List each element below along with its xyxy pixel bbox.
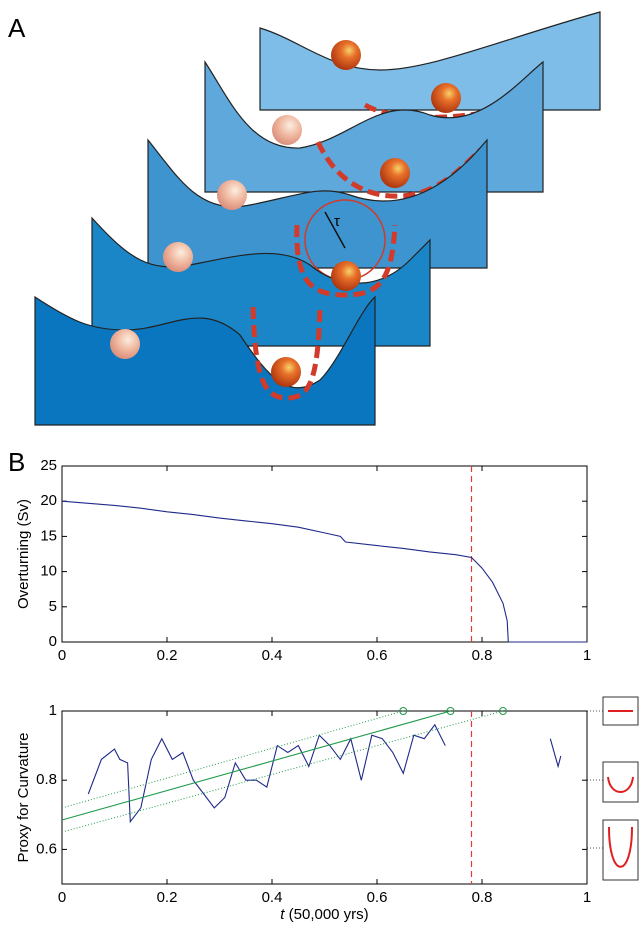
- x-tick-label: 0.2: [157, 647, 178, 664]
- y-axis-label: Proxy for Curvature: [15, 732, 32, 862]
- y-tick-label: 0.6: [36, 840, 57, 857]
- y-tick-label: 15: [40, 527, 57, 544]
- x-tick-label: 0: [58, 647, 66, 664]
- x-axis-unit: (50,000 yrs): [289, 906, 369, 923]
- x-tick-label: 0.4: [262, 647, 283, 664]
- y-tick-label: 25: [40, 457, 57, 474]
- series-line: [61, 710, 451, 821]
- x-tick-label: 0: [58, 889, 66, 906]
- y-tick-label: 5: [49, 598, 57, 615]
- panel-label: B: [8, 447, 25, 477]
- y-tick-label: 10: [40, 563, 57, 580]
- marker: [446, 707, 455, 715]
- marker: [399, 707, 408, 715]
- marker: [499, 707, 507, 715]
- x-tick-label: 0.4: [262, 889, 283, 906]
- y-tick-label: 0.8: [36, 771, 57, 788]
- series-line: [87, 723, 562, 824]
- y-tick-label: 1: [49, 702, 57, 719]
- x-axis-variable: t: [280, 906, 285, 923]
- series-line: [61, 710, 404, 809]
- x-tick-label: 1: [583, 889, 591, 906]
- x-tick-label: 0.6: [367, 647, 388, 664]
- plot-frame: [61, 465, 588, 643]
- plot-frame: [61, 710, 588, 885]
- y-tick-label: 20: [40, 492, 57, 509]
- y-tick-label: 0: [49, 633, 57, 650]
- x-tick-label: 1: [583, 647, 591, 664]
- series-line: [61, 500, 587, 643]
- y-axis-label: Overturning (Sv): [15, 499, 32, 609]
- panel-label: A: [8, 13, 26, 43]
- curvature-insets: [587, 696, 639, 881]
- series-line: [61, 710, 504, 833]
- x-tick-label: 0.8: [472, 647, 493, 664]
- x-tick-label: 0.8: [472, 889, 493, 906]
- x-axis-label: t (50,000 yrs): [280, 906, 368, 923]
- x-tick-label: 0.6: [367, 889, 388, 906]
- x-tick-label: 0.2: [157, 889, 178, 906]
- tau-label: τ: [334, 213, 340, 230]
- panel-a-illustration: A τ: [8, 11, 601, 426]
